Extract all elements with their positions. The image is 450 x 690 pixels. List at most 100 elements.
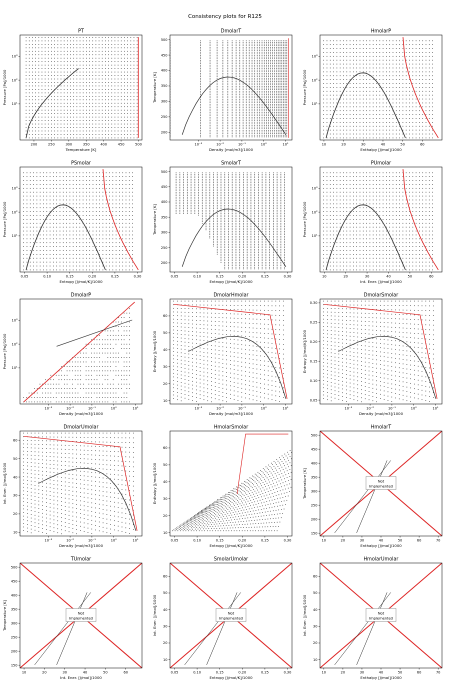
data-point [82,92,84,94]
data-point [89,191,91,193]
data-point [33,242,34,244]
data-point [39,265,41,267]
data-point [124,61,125,63]
data-point [235,58,237,60]
data-point [235,92,237,94]
data-point [66,226,67,228]
data-point [409,63,410,65]
data-point [66,64,68,66]
data-point [286,129,288,131]
data-point [112,254,114,255]
data-point [72,199,74,201]
data-point [266,81,267,82]
data-point [53,184,54,185]
data-point [382,59,384,61]
data-point [405,118,407,119]
data-point [109,261,110,263]
data-point [349,102,351,104]
data-point [251,42,253,43]
data-point [248,131,250,133]
data-point [376,40,377,42]
data-point [263,128,265,130]
data-point [323,67,325,69]
data-point [343,98,344,100]
data-point [222,112,224,113]
data-point [386,71,387,73]
data-point [62,230,64,232]
data-point [47,102,49,104]
data-point [268,43,269,45]
data-point [136,137,138,139]
data-point [263,115,265,117]
data-point [248,129,250,131]
data-point [265,261,267,263]
data-point [44,109,46,111]
data-point [239,100,241,102]
data-point [47,64,49,66]
data-point [200,103,201,105]
data-point [382,94,384,96]
data-point [362,55,364,57]
data-point [284,76,286,77]
data-point [92,127,94,128]
data-point [105,123,106,125]
data-point [376,75,377,77]
data-point [98,64,100,66]
data-point [130,40,132,42]
data-point [231,255,233,257]
data-point [412,110,414,112]
data-point [209,58,211,60]
data-point [49,195,51,197]
data-point [44,123,46,125]
data-point [101,78,103,80]
data-point [266,129,267,131]
data-point [376,114,377,115]
data-point [95,120,97,121]
data-point [99,191,100,193]
data-point [227,92,229,94]
data-point [120,71,122,73]
data-point [136,120,138,121]
data-point [79,199,81,201]
data-point [283,126,284,128]
data-point [99,180,100,181]
data-point [329,83,331,84]
data-point [242,69,244,71]
data-point [284,113,286,115]
data-point [231,121,233,123]
data-point [422,114,424,115]
data-point [261,120,263,121]
data-point [111,120,113,121]
data-point [227,121,229,123]
data-point [66,102,68,104]
data-point [76,230,77,232]
data-point [379,125,381,127]
data-point [274,58,275,60]
data-point [359,137,361,139]
data-point [266,50,267,51]
data-point [276,40,277,42]
data-point [248,84,250,86]
data-point [259,46,261,48]
data-point [66,137,68,139]
data-point [329,52,331,53]
data-point [272,66,273,68]
data-point [222,53,224,55]
data-point [346,114,348,115]
data-point [79,172,81,174]
data-point [128,187,130,189]
data-point [56,176,58,178]
data-point [402,63,404,65]
data-point [133,137,135,139]
data-point [89,82,90,83]
data-point [209,105,211,107]
data-point [101,47,103,49]
data-point [286,61,288,63]
data-point [261,81,263,82]
data-point [386,98,387,100]
data-point [256,55,258,56]
data-point [272,92,273,94]
data-point [272,56,273,58]
data-point [254,129,256,131]
data-point [132,191,133,193]
